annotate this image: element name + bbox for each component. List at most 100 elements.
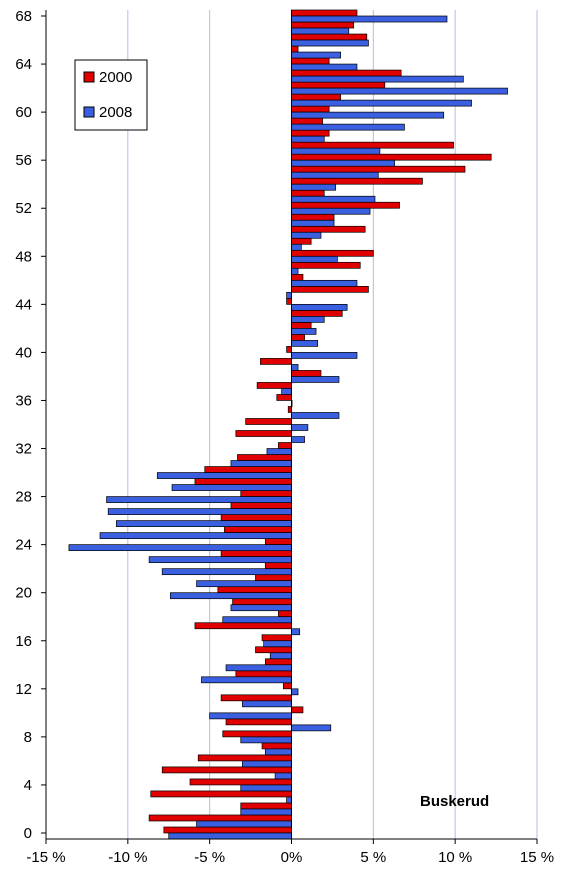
bar-2008-32 xyxy=(267,449,292,455)
bar-2000-1 xyxy=(149,815,291,821)
bar-2008-30 xyxy=(157,473,291,479)
bar-2000-56 xyxy=(292,154,492,160)
bar-2000-27 xyxy=(231,503,292,509)
bar-2008-68 xyxy=(292,16,447,22)
bar-2008-35 xyxy=(292,412,339,418)
bar-2008-2 xyxy=(241,809,292,815)
bar-2008-46 xyxy=(292,280,357,286)
bar-2008-28 xyxy=(107,497,292,503)
bar-2000-34 xyxy=(246,418,292,424)
bar-2008-44 xyxy=(292,304,348,310)
bar-2000-54 xyxy=(292,178,423,184)
bar-2000-19 xyxy=(233,599,292,605)
bar-2008-3 xyxy=(287,797,292,803)
bar-2008-29 xyxy=(172,485,291,491)
y-tick-label-8: 32 xyxy=(15,441,32,458)
bar-2000-16 xyxy=(262,635,291,641)
bar-2008-25 xyxy=(100,533,291,539)
bar-2000-37 xyxy=(257,382,291,388)
bar-2008-11 xyxy=(242,701,291,707)
y-tick-label-11: 44 xyxy=(15,296,32,313)
bar-2008-40 xyxy=(292,352,357,358)
bars xyxy=(69,10,508,839)
region-label: Buskerud xyxy=(420,793,489,810)
bar-2008-37 xyxy=(282,388,292,394)
bar-2000-36 xyxy=(277,394,292,400)
x-tick-label-2: -5 % xyxy=(194,849,225,866)
bar-2008-23 xyxy=(149,557,291,563)
y-tick-label-6: 24 xyxy=(15,537,32,554)
bar-2000-17 xyxy=(195,623,292,629)
bar-2000-5 xyxy=(162,767,291,773)
bar-2008-54 xyxy=(292,184,336,190)
bar-2008-24 xyxy=(69,545,292,551)
bar-2000-6 xyxy=(198,755,291,761)
x-tick-label-1: -10 % xyxy=(108,849,147,866)
bar-2008-31 xyxy=(231,461,292,467)
bar-2008-12 xyxy=(292,689,299,695)
bar-2000-30 xyxy=(205,467,292,473)
x-tick-label-3: 0% xyxy=(281,849,303,866)
bar-2000-51 xyxy=(292,214,335,220)
bar-2008-26 xyxy=(116,521,291,527)
bar-2000-11 xyxy=(221,695,291,701)
bar-2000-8 xyxy=(223,731,292,737)
bar-2008-14 xyxy=(226,665,291,671)
bar-2000-40 xyxy=(287,346,292,352)
bar-2008-61 xyxy=(292,100,472,106)
bar-2000-10 xyxy=(292,707,303,713)
bar-2008-66 xyxy=(292,40,369,46)
bar-2000-67 xyxy=(292,22,354,28)
bar-2008-15 xyxy=(270,653,291,659)
bar-2008-41 xyxy=(292,340,318,346)
bar-2008-8 xyxy=(241,737,292,743)
bar-2008-48 xyxy=(292,256,338,262)
legend: 2000 2008 xyxy=(75,60,147,130)
axes xyxy=(46,10,537,839)
y-tick-label-2: 8 xyxy=(24,729,32,746)
bar-2008-27 xyxy=(108,509,291,515)
bar-2008-5 xyxy=(275,773,291,779)
bar-2008-9 xyxy=(292,725,331,731)
bar-2008-58 xyxy=(292,136,325,142)
bar-2000-62 xyxy=(292,82,385,88)
bar-2008-33 xyxy=(292,437,305,443)
bar-2008-42 xyxy=(292,328,317,334)
bar-2000-13 xyxy=(236,671,292,677)
bar-2008-38 xyxy=(292,376,339,382)
y-tick-label-1: 4 xyxy=(24,777,32,794)
bar-2008-7 xyxy=(265,749,291,755)
bar-2008-45 xyxy=(287,292,292,298)
bar-2008-13 xyxy=(201,677,291,683)
bar-2008-16 xyxy=(264,641,292,647)
bar-2000-60 xyxy=(292,106,330,112)
bar-2000-57 xyxy=(292,142,454,148)
bar-2000-42 xyxy=(292,322,312,328)
y-tick-label-15: 60 xyxy=(15,104,32,121)
legend-label-2000: 2000 xyxy=(99,69,132,86)
y-tick-label-5: 20 xyxy=(15,585,32,602)
bar-2008-21 xyxy=(197,581,292,587)
bar-2000-48 xyxy=(292,250,374,256)
bar-2008-47 xyxy=(292,268,299,274)
bar-2000-45 xyxy=(292,286,369,292)
bar-2000-58 xyxy=(292,130,330,136)
bar-2000-38 xyxy=(292,370,321,376)
bar-2008-67 xyxy=(292,28,349,34)
y-tick-label-12: 48 xyxy=(15,248,32,265)
y-tick-label-17: 68 xyxy=(15,8,32,25)
x-tick-label-5: 10 % xyxy=(438,849,472,866)
bar-2008-57 xyxy=(292,148,380,154)
bar-2000-25 xyxy=(224,527,291,533)
bar-2000-24 xyxy=(265,539,291,545)
bar-2000-22 xyxy=(265,563,291,569)
bar-2000-66 xyxy=(292,34,367,40)
y-tick-label-14: 56 xyxy=(15,152,32,169)
bar-2000-43 xyxy=(292,310,343,316)
bar-2000-68 xyxy=(292,10,357,16)
bar-2000-46 xyxy=(292,274,303,280)
bar-2000-47 xyxy=(292,262,361,268)
bar-2008-1 xyxy=(197,821,292,827)
x-tick-label-6: 15 % xyxy=(520,849,554,866)
